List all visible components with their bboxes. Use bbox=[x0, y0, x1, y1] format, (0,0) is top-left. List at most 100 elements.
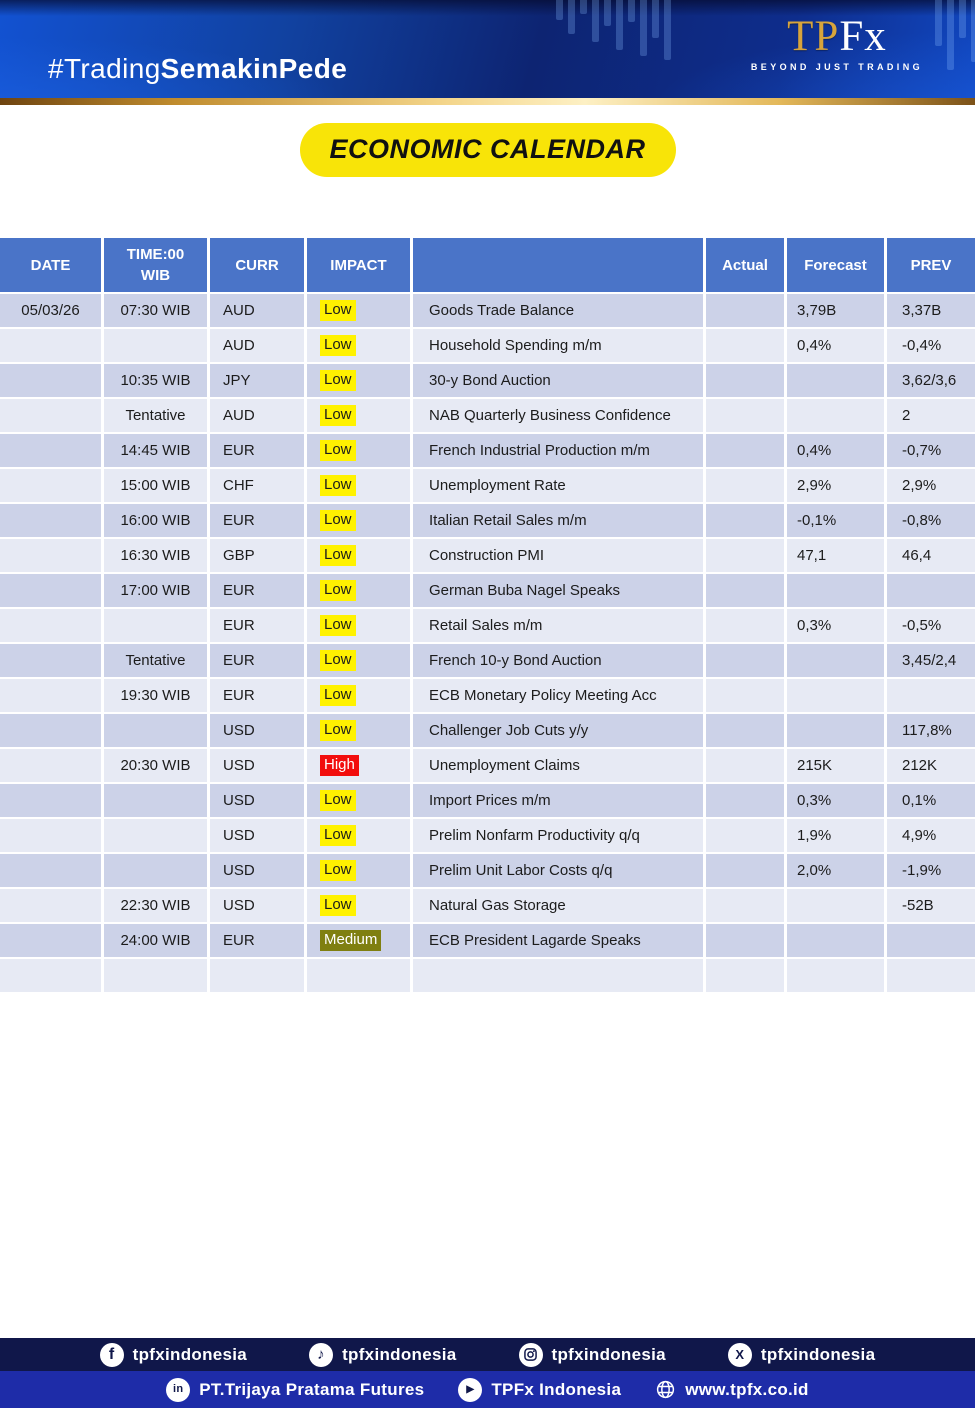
cell-prev: -52B bbox=[887, 889, 975, 922]
instagram-link[interactable]: tpfxindonesia bbox=[518, 1342, 666, 1367]
x-link[interactable]: X tpfxindonesia bbox=[727, 1342, 875, 1367]
cell-actual bbox=[706, 329, 784, 362]
cell-actual bbox=[706, 819, 784, 852]
cell-curr: EUR bbox=[210, 574, 304, 607]
table-row: USD Low Challenger Job Cuts y/y 117,8% bbox=[0, 714, 975, 747]
cell-forecast: 0,4% bbox=[787, 329, 884, 362]
column-header-impact: IMPACT bbox=[307, 238, 410, 292]
cell-actual bbox=[706, 889, 784, 922]
cell-curr: USD bbox=[210, 714, 304, 747]
impact-badge: Low bbox=[320, 720, 356, 741]
table-row: 20:30 WIB USD High Unemployment Claims 215K 2… bbox=[0, 749, 975, 782]
cell-impact: Low bbox=[307, 364, 410, 397]
youtube-link[interactable]: ▶ TPFx Indonesia bbox=[458, 1377, 621, 1402]
cell-prev: 212K bbox=[887, 749, 975, 782]
tiktok-link[interactable]: ♪ tpfxindonesia bbox=[309, 1342, 457, 1367]
instagram-icon bbox=[518, 1342, 543, 1367]
cell-actual bbox=[706, 399, 784, 432]
cell-impact: Low bbox=[307, 329, 410, 362]
cell-prev: -0,7% bbox=[887, 434, 975, 467]
impact-badge: Low bbox=[320, 790, 356, 811]
cell-forecast bbox=[787, 959, 884, 992]
cell-actual bbox=[706, 714, 784, 747]
linkedin-icon: in bbox=[166, 1377, 191, 1402]
cell-forecast bbox=[787, 399, 884, 432]
cell-impact: Low bbox=[307, 784, 410, 817]
cell-curr: AUD bbox=[210, 294, 304, 327]
cell-forecast bbox=[787, 364, 884, 397]
cell-event: French 10-y Bond Auction bbox=[413, 644, 703, 677]
cell-prev: 4,9% bbox=[887, 819, 975, 852]
cell-impact: Low bbox=[307, 854, 410, 887]
header-banner: #TradingSemakinPede TPFx BEYOND JUST TRA… bbox=[0, 0, 975, 98]
cell-forecast: 47,1 bbox=[787, 539, 884, 572]
cell-event: Prelim Nonfarm Productivity q/q bbox=[413, 819, 703, 852]
cell-prev bbox=[887, 574, 975, 607]
hashtag-light-part: #Trading bbox=[48, 53, 161, 84]
cell-event: ECB President Lagarde Speaks bbox=[413, 924, 703, 957]
cell-actual bbox=[706, 749, 784, 782]
website-label: www.tpfx.co.id bbox=[685, 1379, 809, 1399]
facebook-link[interactable]: f tpfxindonesia bbox=[99, 1342, 248, 1367]
cell-date bbox=[0, 574, 101, 607]
cell-event: Unemployment Claims bbox=[413, 749, 703, 782]
linkedin-link[interactable]: in PT.Trijaya Pratama Futures bbox=[166, 1377, 424, 1402]
cell-date bbox=[0, 959, 101, 992]
table-row: EUR Low Retail Sales m/m 0,3% -0,5% bbox=[0, 609, 975, 642]
cell-time bbox=[104, 819, 207, 852]
cell-curr: USD bbox=[210, 819, 304, 852]
cell-date bbox=[0, 889, 101, 922]
cell-time bbox=[104, 714, 207, 747]
column-header-forecast: Forecast bbox=[787, 238, 884, 292]
cell-curr: GBP bbox=[210, 539, 304, 572]
cell-curr: EUR bbox=[210, 504, 304, 537]
column-header-actual: Actual bbox=[706, 238, 784, 292]
cell-date bbox=[0, 714, 101, 747]
cell-curr: JPY bbox=[210, 364, 304, 397]
cell-actual bbox=[706, 924, 784, 957]
cell-prev: -0,5% bbox=[887, 609, 975, 642]
cell-event: Retail Sales m/m bbox=[413, 609, 703, 642]
cell-actual bbox=[706, 294, 784, 327]
cell-actual bbox=[706, 644, 784, 677]
cell-time bbox=[104, 959, 207, 992]
website-link[interactable]: www.tpfx.co.id bbox=[655, 1379, 809, 1400]
impact-badge: Low bbox=[320, 475, 356, 496]
cell-event: French Industrial Production m/m bbox=[413, 434, 703, 467]
cell-date bbox=[0, 469, 101, 502]
cell-date bbox=[0, 924, 101, 957]
cell-event: Unemployment Rate bbox=[413, 469, 703, 502]
cell-impact: Low bbox=[307, 679, 410, 712]
tpfx-logo-wordmark: TPFx bbox=[751, 15, 923, 58]
cell-time: 16:30 WIB bbox=[104, 539, 207, 572]
impact-badge: Low bbox=[320, 860, 356, 881]
cell-forecast: 1,9% bbox=[787, 819, 884, 852]
cell-curr: AUD bbox=[210, 329, 304, 362]
cell-actual bbox=[706, 959, 784, 992]
impact-badge: Low bbox=[320, 685, 356, 706]
cell-prev: -1,9% bbox=[887, 854, 975, 887]
chart-bars-decoration bbox=[556, 0, 671, 60]
tiktok-handle: tpfxindonesia bbox=[342, 1344, 457, 1364]
page-title: ECONOMIC CALENDAR bbox=[299, 123, 676, 177]
tpfx-logo: TPFx BEYOND JUST TRADING bbox=[751, 15, 923, 72]
cell-time: 19:30 WIB bbox=[104, 679, 207, 712]
cell-prev: -0,4% bbox=[887, 329, 975, 362]
cell-prev: 117,8% bbox=[887, 714, 975, 747]
cell-curr: EUR bbox=[210, 679, 304, 712]
gold-divider bbox=[0, 98, 975, 105]
cell-date bbox=[0, 679, 101, 712]
facebook-handle: tpfxindonesia bbox=[132, 1344, 248, 1364]
cell-date bbox=[0, 609, 101, 642]
impact-badge: Low bbox=[320, 895, 356, 916]
cell-time: 17:00 WIB bbox=[104, 574, 207, 607]
cell-forecast: 2,9% bbox=[787, 469, 884, 502]
table-row: 22:30 WIB USD Low Natural Gas Storage -52B bbox=[0, 889, 975, 922]
cell-impact: Low bbox=[307, 714, 410, 747]
table-row: Tentative EUR Low French 10-y Bond Auction 3… bbox=[0, 644, 975, 677]
cell-time: 07:30 WIB bbox=[104, 294, 207, 327]
cell-curr bbox=[210, 959, 304, 992]
cell-date bbox=[0, 329, 101, 362]
cell-curr: AUD bbox=[210, 399, 304, 432]
hashtag-bold-part: SemakinPede bbox=[160, 53, 348, 84]
